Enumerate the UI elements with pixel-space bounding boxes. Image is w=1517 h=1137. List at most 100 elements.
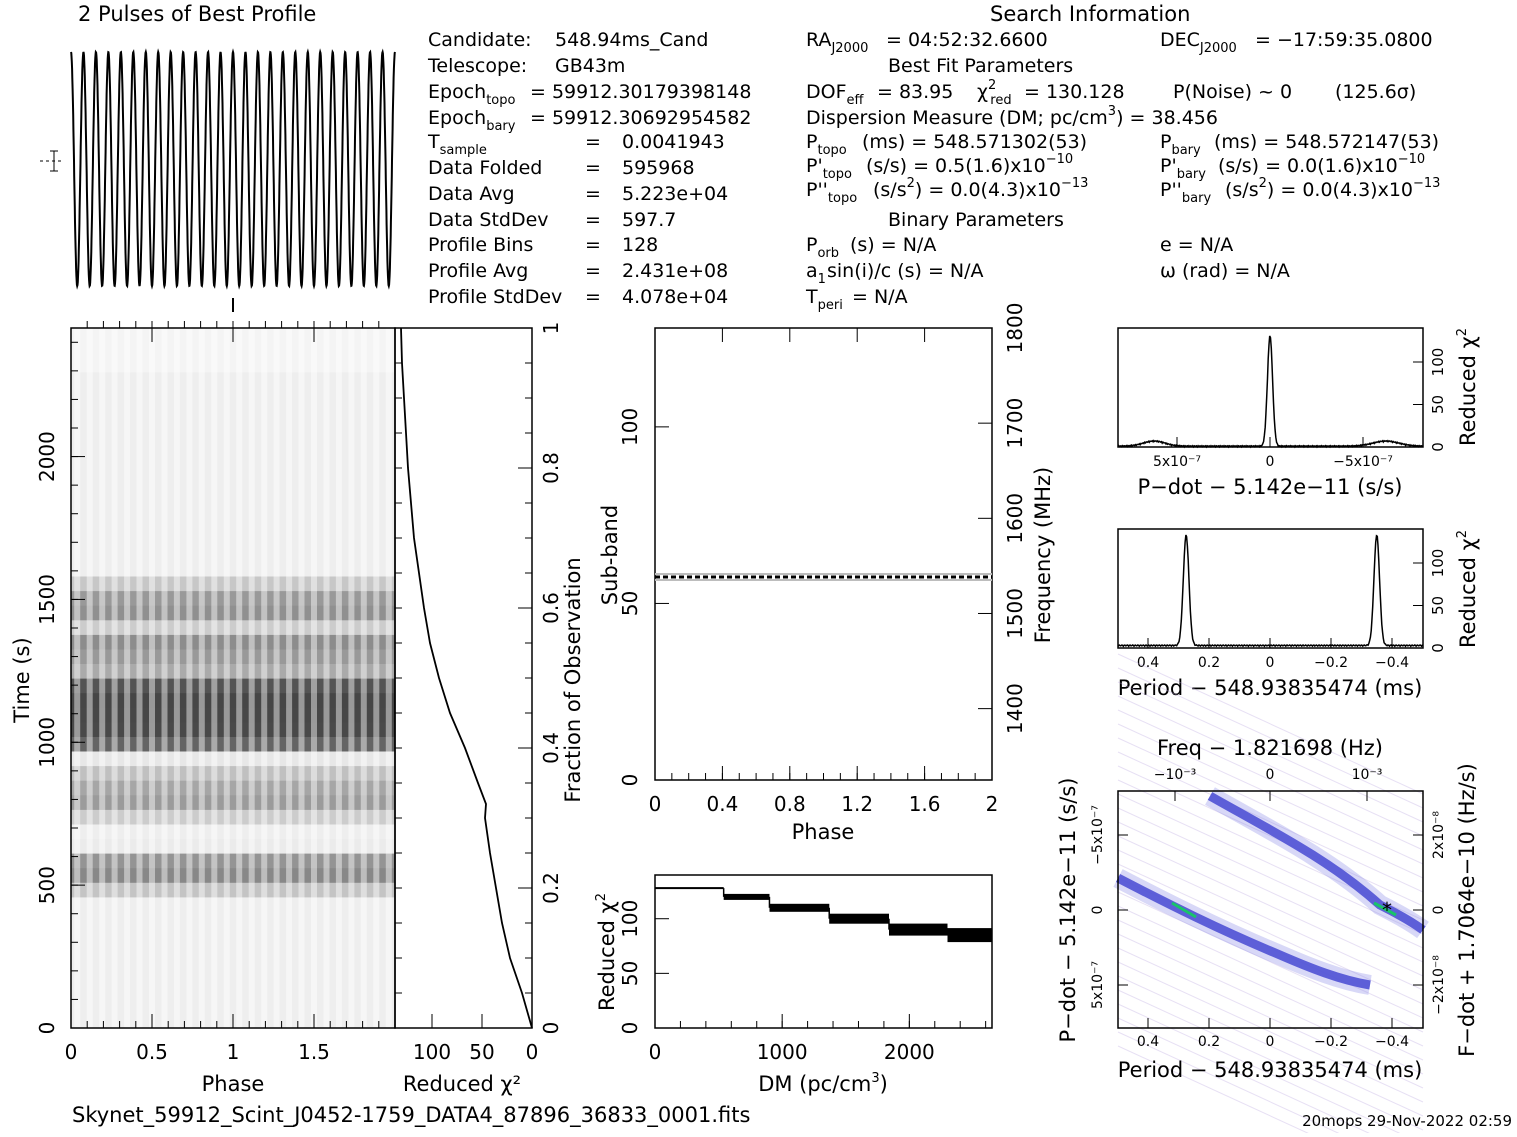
info-right: RAJ2000 = 04:52:32.6600 DECJ2000 = −17:5… — [805, 29, 1440, 313]
freq-ytick-label: 1700 — [1003, 398, 1027, 449]
subband-xtick-label: 0.4 — [706, 792, 738, 816]
dm-xtick-label: 0 — [649, 1040, 662, 1064]
tsample-value: 0.0041943 — [622, 131, 725, 153]
time-row — [71, 707, 395, 723]
time-row — [71, 400, 395, 417]
fraction-ytick-label: 0.6 — [539, 592, 563, 624]
pddbary-value: (s/s2) = 0.0(4.3)x10−13 — [1225, 176, 1440, 201]
faint-contour — [1117, 681, 1424, 823]
time-row — [71, 780, 395, 796]
profile-bins-value: 128 — [622, 234, 658, 256]
period-xtick-label: 0.4 — [1137, 655, 1159, 671]
pdbary-value: (s/s) = 0.0(1.6)x10−10 — [1218, 152, 1425, 177]
ppdot-right-tick-label: 0 — [1431, 906, 1447, 915]
ridge-1 — [1115, 874, 1371, 990]
time-row — [71, 998, 395, 1014]
phase-stripe — [124, 328, 131, 1028]
chi2-xtick-label: 50 — [469, 1040, 494, 1064]
tsample-label: Tsample — [427, 131, 487, 158]
phase-stripe — [223, 328, 230, 1028]
faint-contour — [1117, 933, 1424, 1075]
subband-ytick-label: 0 — [618, 774, 642, 787]
subband-y2label: Frequency (MHz) — [1031, 467, 1055, 643]
faint-contour — [1117, 793, 1424, 935]
phase-stripe — [236, 328, 243, 1028]
chi2-fraction-line — [400, 327, 533, 1029]
faint-contour — [1117, 975, 1424, 1117]
ppdot-top-label: Freq − 1.821698 (Hz) — [1157, 736, 1383, 760]
best-fit-header: Best Fit Parameters — [888, 55, 1073, 77]
data-avg-value: 5.223e+04 — [622, 183, 728, 205]
fraction-ylabel: Fraction of Observation — [561, 557, 585, 802]
phase-stripe — [161, 328, 168, 1028]
pdot-ytick-label: 100 — [1429, 348, 1447, 377]
time-row — [71, 546, 395, 562]
time-row — [71, 590, 395, 606]
data-folded-value: 595968 — [622, 157, 695, 179]
dm-step — [769, 903, 830, 912]
faint-contour — [1117, 709, 1424, 851]
ppdot-xlabel: Period − 548.93835474 (ms) — [1118, 1058, 1423, 1082]
period-xtick-label: −0.4 — [1375, 655, 1409, 671]
dof-label: DOFeff — [806, 81, 865, 108]
time-row — [71, 838, 395, 854]
chi2-fraction-plot: 100 50 00 0.2 0.4 0.6 0.8 1 Reduced χ² Fraction… — [394, 322, 585, 1096]
pdot-xtick-label: −5x10⁻⁷ — [1333, 454, 1393, 470]
time-row — [71, 648, 395, 664]
period-chi2-plot: 0.4 0.2 0 −0.2 −0.4 0 50 100 Period − 548.93835… — [1117, 528, 1480, 700]
ppdot-xtick-label: 0.2 — [1198, 1034, 1220, 1050]
phase-stripe — [111, 328, 118, 1028]
phase-stripe — [149, 328, 155, 1028]
ridge-1-halo — [1113, 869, 1372, 995]
eq-8: = — [585, 234, 601, 256]
time-phase-xtick-label: 0 — [65, 1040, 78, 1064]
time-row — [71, 503, 395, 519]
period-chi2-line — [1117, 534, 1424, 648]
period-chi2-ylabel: Reduced χ2 — [1455, 530, 1480, 648]
faint-contour — [1117, 667, 1424, 809]
time-row — [71, 517, 395, 533]
dm-step — [723, 893, 770, 900]
fraction-ytick-label: 0.8 — [539, 452, 563, 484]
binary-header: Binary Parameters — [888, 209, 1064, 231]
ppdot-top-tick-label: 0 — [1266, 767, 1275, 783]
subband-xtick-label: 1.2 — [841, 792, 873, 816]
time-row — [71, 867, 395, 883]
fraction-ytick-label: 0.4 — [539, 732, 563, 764]
time-row — [71, 532, 395, 548]
phase-stripe — [373, 328, 380, 1028]
freq-ytick-label: 1600 — [1003, 493, 1027, 544]
data-stddev-label: Data StdDev — [428, 209, 549, 231]
dm-step — [889, 923, 948, 936]
subband-ytick-label: 100 — [618, 408, 642, 446]
porb-label: Porb — [806, 234, 839, 261]
period-xtick-label: −0.2 — [1314, 655, 1348, 671]
time-row — [71, 765, 395, 781]
phase-stripe — [335, 328, 342, 1028]
subband-xtick-label: 0.8 — [774, 792, 806, 816]
time-row — [71, 459, 395, 475]
time-row — [71, 853, 395, 869]
faint-contour — [1117, 1031, 1348, 1137]
candidate-label: Candidate: — [428, 29, 532, 51]
time-phase-ylabel: Time (s) — [10, 637, 34, 723]
ppdot-top-tick-label: 10⁻³ — [1352, 767, 1383, 783]
chi2-xtick-label: 0 — [526, 1040, 539, 1064]
dm-ytick-label: 0 — [618, 1022, 642, 1035]
ppdot-right-label: F−dot + 1.7064e−10 (Hz/s) — [1455, 763, 1479, 1057]
phase-stripe — [74, 328, 81, 1028]
faint-contour — [1117, 863, 1424, 1005]
time-phase-xtick-label: 1.5 — [298, 1040, 330, 1064]
pdtopo-value: (s/s) = 0.5(1.6)x10−10 — [866, 152, 1073, 177]
time-row — [71, 984, 395, 1000]
time-ytick-label: 2000 — [35, 431, 59, 482]
phase-stripe — [298, 328, 305, 1028]
subband-xtick-label: 2 — [986, 792, 999, 816]
phase-stripe — [261, 328, 268, 1028]
chi2-fraction-frame — [394, 327, 533, 1029]
pdot-xtick-label: 5x10⁻⁷ — [1153, 454, 1201, 470]
time-row — [71, 823, 395, 839]
e-value: e = N/A — [1160, 234, 1233, 256]
time-row — [71, 911, 395, 927]
time-phase-xtick-label: 1 — [227, 1040, 240, 1064]
